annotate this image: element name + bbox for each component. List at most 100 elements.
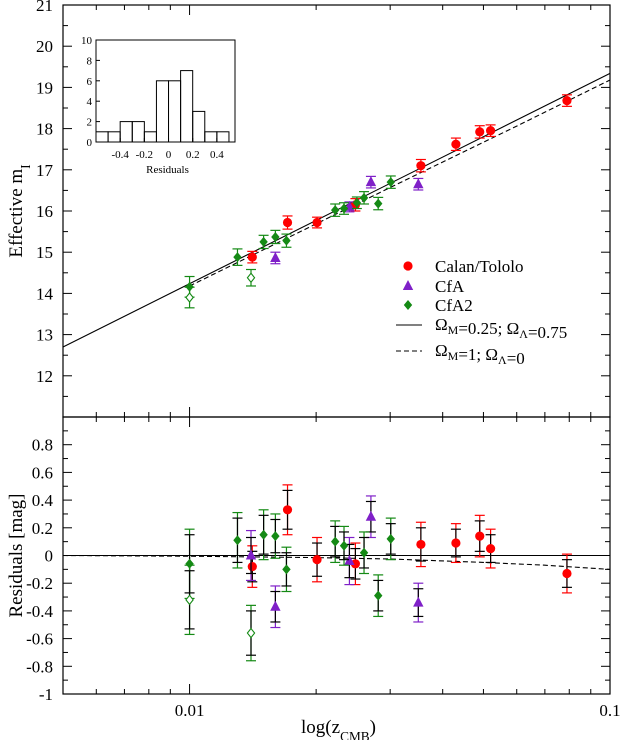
diamond-marker bbox=[233, 252, 242, 263]
inset-x-tick-label: 0.2 bbox=[186, 149, 200, 161]
circle-marker bbox=[247, 252, 257, 262]
circle-marker bbox=[562, 568, 572, 579]
diamond-marker bbox=[271, 531, 280, 542]
open-diamond-marker bbox=[246, 627, 256, 639]
diamond-marker bbox=[403, 300, 413, 310]
circle-marker bbox=[475, 127, 485, 137]
y-axis-label-top: Effective mI bbox=[6, 164, 33, 257]
legend-label: ΩM=0.25; ΩΛ=0.75 bbox=[435, 315, 567, 342]
model-curves bbox=[63, 72, 610, 570]
inset-x-tick-label: -0.4 bbox=[111, 149, 129, 161]
diamond-marker bbox=[282, 564, 291, 575]
y-tick-label: 20 bbox=[36, 37, 53, 56]
y-tick-label: -1 bbox=[39, 685, 53, 704]
x-tick-label: 0.01 bbox=[175, 701, 205, 720]
circle-marker bbox=[451, 139, 461, 149]
triangle-marker bbox=[365, 510, 377, 521]
circle-marker bbox=[562, 95, 572, 106]
circle-marker bbox=[312, 217, 322, 228]
circle-marker bbox=[350, 559, 361, 569]
diamond-marker bbox=[386, 177, 395, 188]
y-tick-label: 12 bbox=[36, 367, 53, 386]
triangle-marker bbox=[413, 596, 424, 607]
diamond-marker bbox=[374, 590, 383, 601]
y-tick-label: -0.4 bbox=[26, 602, 53, 621]
legend-label: ΩM=1; ΩΛ=0 bbox=[435, 341, 525, 368]
circle-marker bbox=[475, 531, 485, 541]
histogram-bar bbox=[192, 110, 206, 143]
y-tick-label: 21 bbox=[36, 0, 53, 15]
y-tick-label: 0.8 bbox=[32, 436, 53, 455]
open-diamond-marker bbox=[246, 272, 256, 284]
y-axis-label-bottom: Residuals [mag] bbox=[6, 493, 27, 617]
legend-label: CfA bbox=[435, 277, 465, 296]
triangle-marker bbox=[270, 251, 281, 262]
circle-marker bbox=[485, 543, 496, 554]
y-tick-label: 15 bbox=[36, 243, 53, 262]
histogram-bar bbox=[216, 131, 230, 143]
circle-marker bbox=[247, 561, 257, 572]
circle-marker bbox=[312, 555, 322, 565]
diamond-marker bbox=[352, 197, 362, 208]
triangle-marker bbox=[365, 176, 377, 187]
inset-y-tick-label: 0 bbox=[87, 137, 93, 149]
circle-marker bbox=[282, 217, 293, 228]
circle-marker bbox=[416, 539, 426, 550]
triangle-marker bbox=[402, 280, 414, 290]
histogram-bar bbox=[180, 70, 194, 143]
diamond-marker bbox=[330, 205, 340, 216]
triangle-marker bbox=[344, 555, 355, 566]
circle-marker bbox=[403, 261, 413, 271]
inset-y-tick-label: 2 bbox=[87, 117, 93, 129]
y-tick-label: 19 bbox=[36, 78, 53, 97]
y-tick-label: 14 bbox=[36, 284, 54, 303]
y-tick-label: 0 bbox=[45, 547, 54, 566]
diamond-marker bbox=[339, 540, 349, 551]
circle-marker bbox=[451, 538, 461, 548]
diamond-marker bbox=[330, 536, 340, 547]
inset-y-tick-label: 8 bbox=[87, 55, 93, 67]
y-tick-label: 0.4 bbox=[32, 491, 54, 510]
open-diamond-marker bbox=[185, 594, 194, 606]
diamond-marker bbox=[259, 236, 268, 247]
legend-label: CfA2 bbox=[435, 296, 473, 315]
inset-y-tick-label: 6 bbox=[87, 76, 93, 88]
y-tick-label: 18 bbox=[36, 120, 53, 139]
y-tick-label: -0.2 bbox=[26, 574, 53, 593]
y-tick-label: 0.6 bbox=[32, 463, 53, 482]
legend-label: Calan/Tololo bbox=[435, 257, 524, 276]
inset-y-tick-label: 4 bbox=[87, 96, 93, 108]
circle-marker bbox=[485, 126, 496, 136]
y-tick-label: 16 bbox=[36, 202, 53, 221]
diamond-marker bbox=[233, 535, 242, 546]
residual-histogram-inset: 0 2 4 6 8 10 -0.4 -0.2 0 0.2 0.4 Residuals bbox=[81, 35, 236, 176]
triangle-marker bbox=[413, 178, 424, 189]
triangle-marker bbox=[270, 600, 281, 611]
y-tick-label: -0.8 bbox=[26, 657, 53, 676]
diamond-marker bbox=[386, 533, 395, 544]
inset-x-tick-label: 0.4 bbox=[210, 149, 224, 161]
circle-marker bbox=[416, 161, 426, 171]
circle-marker bbox=[282, 505, 293, 515]
inset-y-tick-label: 10 bbox=[81, 35, 93, 47]
diamond-marker bbox=[282, 235, 291, 246]
inset-x-tick-label: -0.2 bbox=[136, 149, 153, 161]
data-points bbox=[184, 94, 572, 662]
diamond-marker bbox=[259, 529, 268, 540]
y-tick-label: 0.2 bbox=[32, 519, 53, 538]
diamond-marker bbox=[374, 198, 383, 209]
model-line-matter-dominated bbox=[63, 554, 610, 570]
y-tick-label: 13 bbox=[36, 326, 53, 345]
y-tick-label: 17 bbox=[36, 161, 54, 180]
inset-x-axis-label: Residuals bbox=[146, 164, 189, 176]
triangle-marker bbox=[245, 549, 257, 560]
inset-frame bbox=[95, 39, 236, 143]
diamond-marker bbox=[359, 547, 369, 558]
inset-x-tick-label: 0 bbox=[166, 149, 172, 161]
diamond-marker bbox=[339, 203, 349, 214]
diamond-marker bbox=[359, 192, 369, 203]
diamond-marker bbox=[185, 558, 194, 569]
axes: 12131415161718192021-1-0.8-0.6-0.4-0.200… bbox=[6, 0, 621, 740]
open-diamond-marker bbox=[185, 292, 194, 303]
